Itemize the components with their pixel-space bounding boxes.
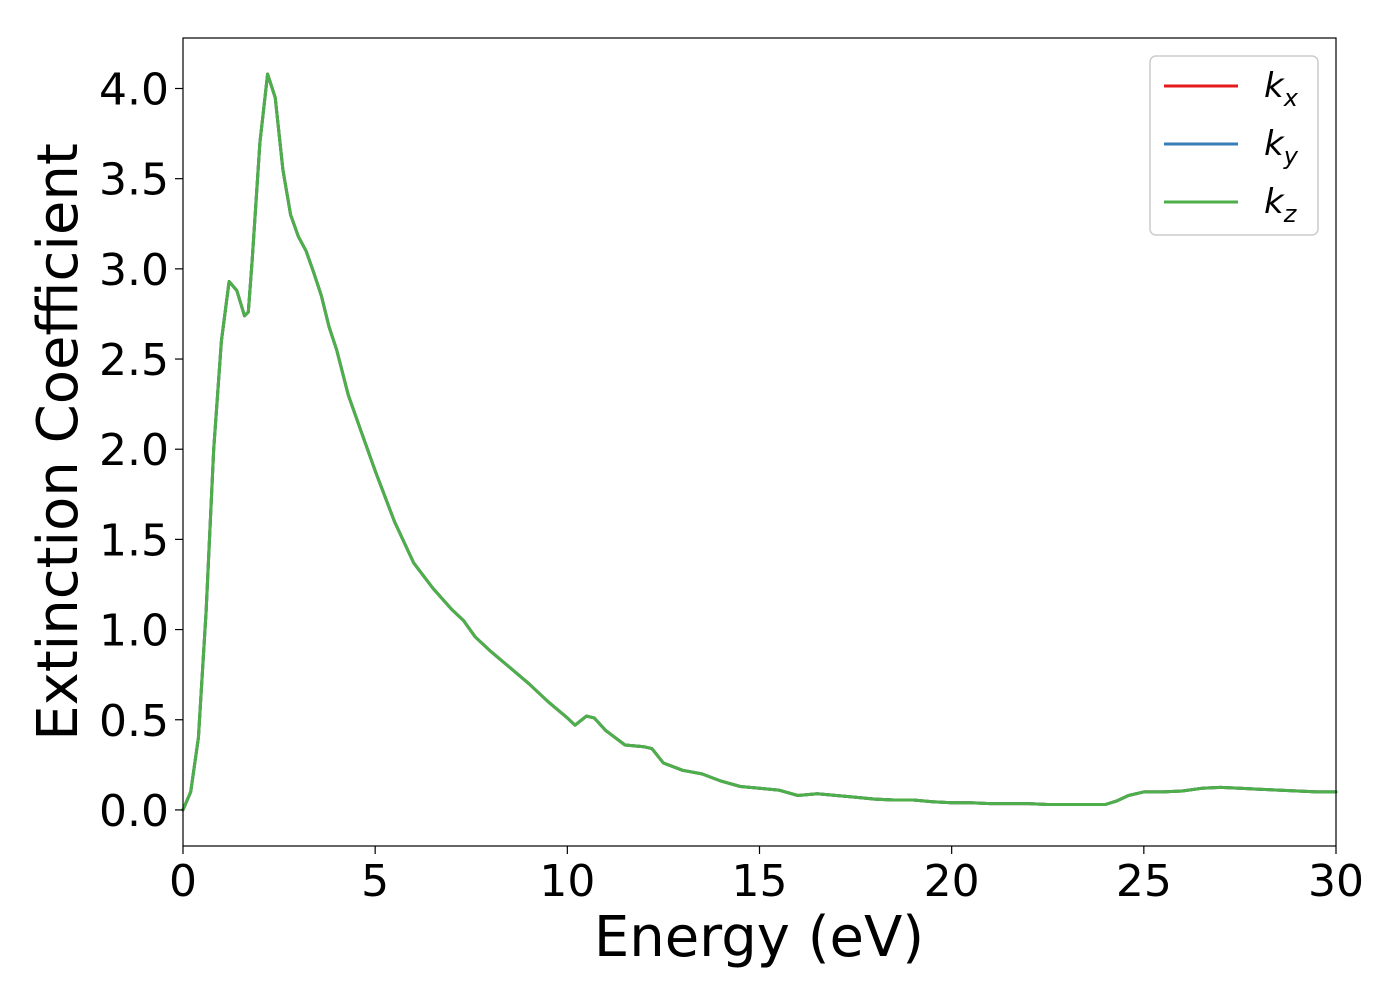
y-tick-label: 3.0 xyxy=(99,245,169,296)
legend-label-base: k xyxy=(1264,182,1285,222)
legend-item-ky: ky xyxy=(1164,124,1299,170)
y-axis-ticks: 0.0 0.5 1.0 1.5 2.0 2.5 3.0 3.5 4.0 xyxy=(99,65,183,837)
y-tick-label: 2.0 xyxy=(99,425,169,476)
x-tick-label: 0 xyxy=(169,856,197,907)
x-tick-label: 30 xyxy=(1308,856,1364,907)
legend-label-base: k xyxy=(1264,124,1285,164)
y-tick-label: 1.0 xyxy=(99,606,169,657)
legend-label: ky xyxy=(1264,124,1299,170)
y-tick-label: 0.5 xyxy=(99,696,169,747)
legend-label-subscript: y xyxy=(1283,142,1299,170)
y-tick-label: 4.0 xyxy=(99,65,169,116)
legend-label-subscript: x xyxy=(1283,84,1299,112)
x-tick-label: 25 xyxy=(1116,856,1172,907)
x-axis-ticks: 0 5 10 15 20 25 30 xyxy=(169,846,1364,907)
series-line-kz xyxy=(181,72,1338,812)
x-tick-label: 10 xyxy=(539,856,595,907)
series-layer xyxy=(181,72,1338,812)
legend-item-kz: kz xyxy=(1164,182,1298,228)
x-tick-label: 15 xyxy=(732,856,788,907)
legend-label-base: k xyxy=(1264,66,1285,106)
legend-label: kx xyxy=(1264,66,1299,112)
legend-label: kz xyxy=(1264,182,1298,228)
y-tick-label: 1.5 xyxy=(99,515,169,566)
y-tick-label: 0.0 xyxy=(99,786,169,837)
y-tick-label: 3.5 xyxy=(99,155,169,206)
legend-item-kx: kx xyxy=(1164,66,1299,112)
y-axis-label: Extinction Coefficient xyxy=(26,143,91,741)
legend-label-subscript: z xyxy=(1283,200,1298,228)
x-axis-label: Energy (eV) xyxy=(594,905,924,970)
x-tick-label: 20 xyxy=(924,856,980,907)
x-tick-label: 5 xyxy=(361,856,389,907)
y-tick-label: 2.5 xyxy=(99,335,169,386)
